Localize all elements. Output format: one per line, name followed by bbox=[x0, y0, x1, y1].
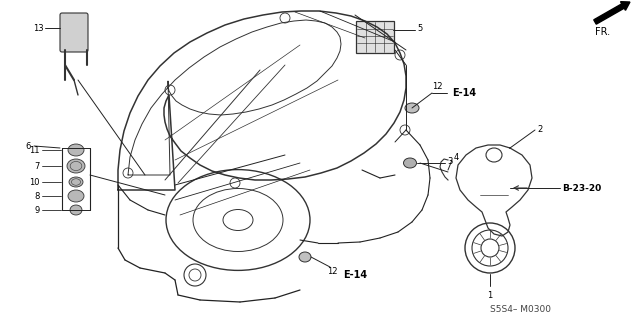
Ellipse shape bbox=[68, 190, 84, 202]
Text: 5: 5 bbox=[417, 23, 422, 33]
Text: 1: 1 bbox=[488, 291, 493, 300]
Text: 3: 3 bbox=[447, 156, 452, 165]
Text: E-14: E-14 bbox=[452, 88, 476, 98]
FancyBboxPatch shape bbox=[60, 13, 88, 52]
Text: E-14: E-14 bbox=[343, 270, 367, 280]
FancyBboxPatch shape bbox=[356, 21, 394, 53]
Text: 8: 8 bbox=[35, 191, 40, 201]
Ellipse shape bbox=[69, 177, 83, 187]
Text: 6: 6 bbox=[26, 141, 31, 150]
Text: 9: 9 bbox=[35, 205, 40, 214]
Ellipse shape bbox=[405, 103, 419, 113]
Text: 11: 11 bbox=[29, 146, 40, 155]
Text: 12: 12 bbox=[432, 82, 442, 91]
Text: 10: 10 bbox=[29, 178, 40, 187]
Text: 12: 12 bbox=[327, 268, 337, 276]
Ellipse shape bbox=[403, 158, 417, 168]
Ellipse shape bbox=[67, 159, 85, 173]
Text: B-23-20: B-23-20 bbox=[562, 183, 601, 193]
Text: FR.: FR. bbox=[595, 27, 610, 37]
Ellipse shape bbox=[68, 144, 84, 156]
Text: 7: 7 bbox=[35, 162, 40, 171]
FancyArrow shape bbox=[594, 2, 630, 24]
Ellipse shape bbox=[70, 205, 82, 215]
Ellipse shape bbox=[299, 252, 311, 262]
Text: 2: 2 bbox=[537, 124, 542, 133]
Text: 4: 4 bbox=[454, 153, 460, 162]
Text: 13: 13 bbox=[33, 23, 44, 33]
Text: S5S4– M0300: S5S4– M0300 bbox=[490, 306, 551, 315]
